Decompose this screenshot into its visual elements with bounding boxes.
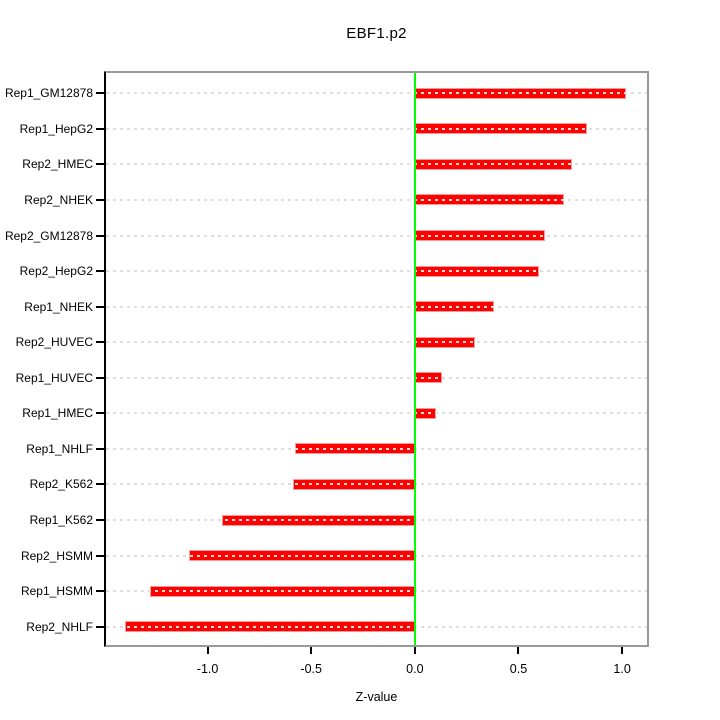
gridline xyxy=(106,270,647,273)
y-tick-label: Rep1_HMEC xyxy=(22,406,93,421)
gridline xyxy=(106,554,647,557)
y-tick xyxy=(96,127,104,130)
gridline xyxy=(106,483,647,486)
gridline xyxy=(106,447,647,450)
x-axis-title: Z-value xyxy=(355,690,398,704)
gridline xyxy=(106,92,647,95)
x-tick xyxy=(621,647,624,654)
gridline xyxy=(106,519,647,522)
y-tick xyxy=(96,447,104,450)
gridline xyxy=(106,341,647,344)
zero-line xyxy=(413,73,416,645)
gridline xyxy=(106,198,647,201)
y-tick xyxy=(96,519,104,522)
x-tick xyxy=(413,647,416,654)
gridline xyxy=(106,234,647,237)
gridline xyxy=(106,625,647,628)
gridline xyxy=(106,376,647,379)
y-tick xyxy=(96,341,104,344)
y-tick-label: Rep2_K562 xyxy=(29,477,93,492)
gridline xyxy=(106,127,647,130)
y-tick-label: Rep1_GM12878 xyxy=(4,86,93,101)
y-tick-label: Rep2_GM12878 xyxy=(4,228,93,243)
x-tick-label: 0.0 xyxy=(406,662,424,676)
y-tick xyxy=(96,483,104,486)
y-tick xyxy=(96,590,104,593)
y-tick-label: Rep2_HSMM xyxy=(20,548,93,563)
y-tick xyxy=(96,198,104,201)
y-tick-label: Rep1_NHEK xyxy=(24,299,93,314)
y-tick xyxy=(96,92,104,95)
y-tick-label: Rep2_HUVEC xyxy=(15,335,93,350)
gridline xyxy=(106,590,647,593)
chart-title: EBF1.p2 xyxy=(346,25,407,42)
y-tick-label: Rep1_K562 xyxy=(29,513,93,528)
plot-box: Rep1_GM12878 Rep1_HepG2 Rep2_HMEC Rep2_NHEK… xyxy=(5,71,649,676)
y-tick xyxy=(96,412,104,415)
x-tick xyxy=(206,647,209,654)
y-tick xyxy=(96,163,104,166)
y-tick xyxy=(96,270,104,273)
y-tick xyxy=(96,554,104,557)
y-tick-label: Rep2_HepG2 xyxy=(19,264,93,279)
x-tick-label: -1.0 xyxy=(196,662,219,676)
y-tick-label: Rep2_HMEC xyxy=(22,157,93,172)
gridline xyxy=(106,163,647,166)
y-tick xyxy=(96,625,104,628)
y-tick-label: Rep1_HepG2 xyxy=(19,121,93,136)
y-tick-label: Rep2_NHLF xyxy=(26,619,93,634)
y-tick xyxy=(96,305,104,308)
y-tick-label: Rep1_HSMM xyxy=(20,584,93,599)
x-tick-label: 1.0 xyxy=(613,662,631,676)
x-tick-label: -0.5 xyxy=(300,662,322,676)
y-tick xyxy=(96,376,104,379)
x-tick xyxy=(310,647,313,654)
y-tick-label: Rep2_NHEK xyxy=(24,192,93,207)
y-tick-label: Rep1_NHLF xyxy=(26,441,93,456)
y-tick-label: Rep1_HUVEC xyxy=(15,370,93,385)
gridline xyxy=(106,305,647,308)
x-tick-label: 0.5 xyxy=(509,662,528,676)
gridline xyxy=(106,412,647,415)
y-tick xyxy=(96,234,104,237)
x-tick xyxy=(517,647,520,654)
